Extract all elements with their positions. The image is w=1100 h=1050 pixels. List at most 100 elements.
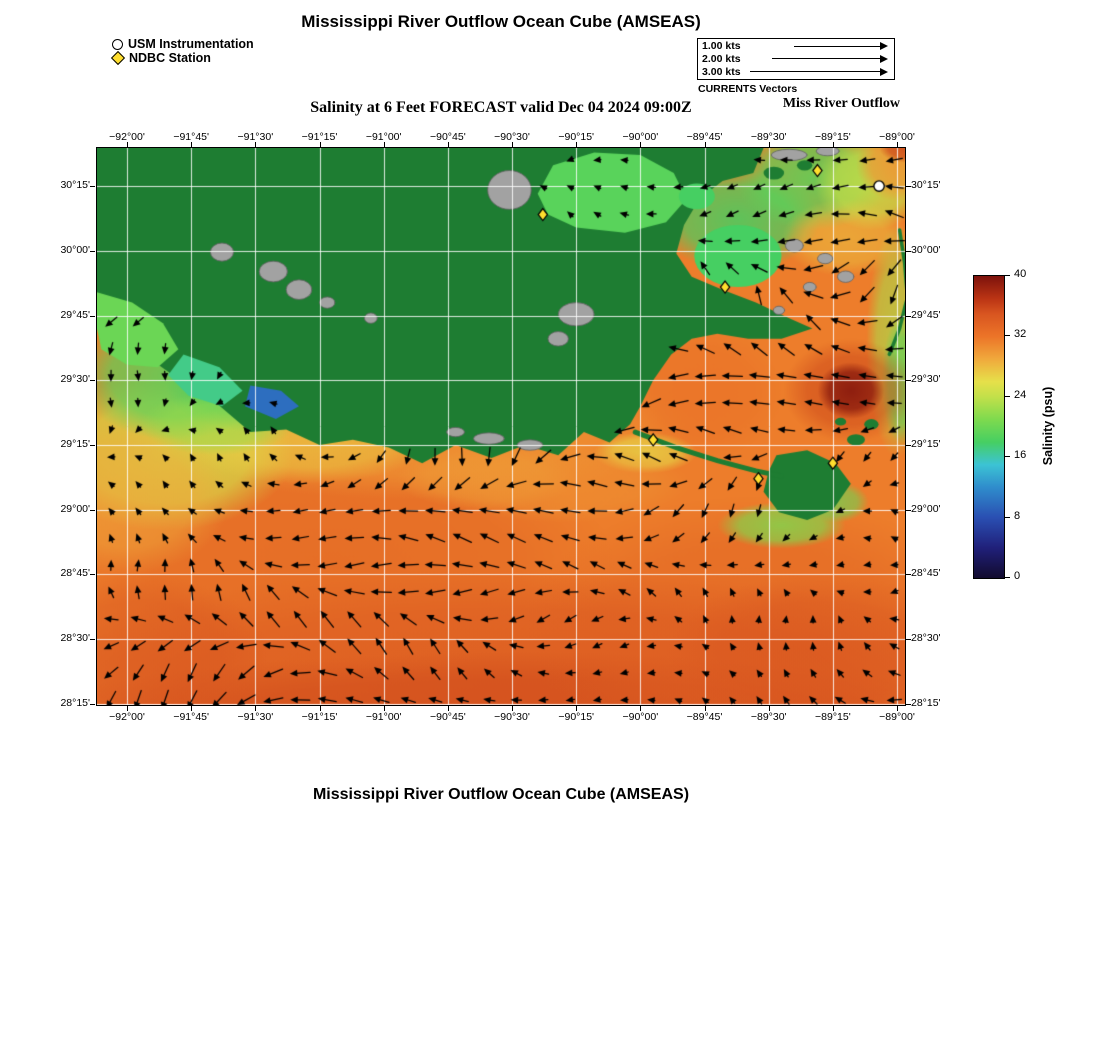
- lon-tick-label: −89°15': [815, 131, 851, 143]
- lon-tick-label: −90°15': [558, 131, 595, 143]
- vector-legend-row: 3.00 kts: [702, 66, 890, 78]
- lon-tick-label: −89°30': [750, 711, 787, 723]
- axis-tick: [640, 706, 642, 711]
- lon-tick-label: −89°45': [686, 711, 723, 723]
- axis-tick: [576, 706, 578, 711]
- lon-tick-label: −91°30': [237, 711, 274, 723]
- lon-tick-label: −89°30': [750, 131, 787, 143]
- lat-tick-label: 30°00': [60, 243, 90, 256]
- axis-tick: [383, 706, 385, 711]
- region-label: Miss River Outflow: [782, 96, 900, 111]
- lat-tick-label: 28°45': [60, 567, 90, 580]
- lon-tick-label: −90°30': [494, 131, 530, 143]
- colorbar-tick: [1005, 577, 1010, 578]
- axis-tick: [512, 706, 514, 711]
- lon-tick-label: −89°00': [879, 131, 915, 143]
- axis-tick: [191, 706, 193, 711]
- vector-legend-row: 2.00 kts: [702, 53, 890, 65]
- colorbar-tick-label: 8: [1014, 509, 1021, 522]
- lon-tick-label: −91°30': [237, 131, 274, 143]
- axis-tick: [897, 706, 899, 711]
- lon-tick-label: −89°15': [815, 711, 851, 723]
- axis-tick: [897, 142, 899, 147]
- axis-tick: [906, 509, 911, 511]
- axis-tick: [768, 706, 770, 711]
- colorbar-tick-label: 16: [1014, 449, 1027, 462]
- colorbar-tick: [1005, 456, 1010, 458]
- lat-tick-label: 29°15': [911, 438, 941, 450]
- figure-title-bottom: Mississippi River Outflow Ocean Cube (AM…: [312, 786, 690, 803]
- colorbar-tick: [1005, 275, 1010, 276]
- axis-tick: [832, 142, 834, 147]
- lon-tick-label: −89°45': [686, 131, 723, 143]
- lon-tick-label: −91°45': [173, 711, 210, 723]
- colorbar-tick-label: 0: [1014, 570, 1021, 582]
- axis-tick: [90, 445, 95, 446]
- ndbc-legend-row: NDBC Station: [110, 50, 254, 66]
- ndbc-legend-label: NDBC Station: [129, 51, 211, 65]
- lat-tick-label: 29°45': [911, 308, 941, 321]
- lon-tick-label: −90°30': [494, 711, 530, 723]
- axis-tick: [906, 250, 911, 252]
- axis-tick: [90, 380, 95, 382]
- lon-tick-label: −92°00': [109, 131, 145, 143]
- axis-tick: [90, 250, 95, 252]
- axis-tick: [255, 706, 257, 711]
- axis-tick: [832, 706, 834, 711]
- colorbar-label: Salinity (psu): [1041, 386, 1055, 466]
- lat-tick-label: 28°30': [911, 632, 941, 645]
- lat-tick-label: 28°45': [911, 567, 941, 580]
- colorbar-tick-label: 40: [1014, 268, 1027, 280]
- usm-legend-row: USM Instrumentation: [112, 37, 254, 51]
- vector-arrow-track: [756, 53, 890, 65]
- axis-tick: [319, 706, 321, 711]
- figure-title: Mississippi River Outflow Ocean Cube (AM…: [301, 12, 701, 31]
- salinity-map: [96, 147, 905, 705]
- vector-arrow-track: [756, 40, 890, 52]
- axis-tick: [90, 703, 95, 705]
- axis-tick: [255, 142, 257, 147]
- lat-tick-label: 28°15': [911, 696, 941, 709]
- axis-tick: [447, 142, 449, 147]
- usm-legend-label: USM Instrumentation: [128, 37, 254, 51]
- axis-tick: [906, 703, 911, 705]
- lon-tick-label: −90°00': [622, 131, 659, 143]
- axis-tick: [447, 706, 449, 711]
- axis-tick: [906, 380, 911, 382]
- currents-caption: CURRENTS Vectors: [698, 83, 798, 95]
- axis-tick: [90, 186, 95, 188]
- lon-tick-label: −91°00': [365, 131, 402, 143]
- lat-tick-label: 28°15': [60, 696, 90, 709]
- axis-tick: [576, 142, 578, 147]
- axis-tick: [127, 706, 129, 711]
- lon-tick-label: −89°00': [879, 711, 915, 723]
- lon-tick-label: −91°00': [365, 711, 402, 723]
- lat-tick-label: 30°15': [911, 179, 941, 192]
- map-frame: [95, 146, 906, 706]
- marker-legend: USM Instrumentation NDBC Station: [110, 37, 254, 66]
- axis-tick: [90, 509, 95, 511]
- axis-tick: [383, 142, 385, 147]
- axis-tick: [906, 574, 911, 576]
- axis-tick: [704, 706, 706, 711]
- usm-circle-icon: [112, 38, 123, 50]
- axis-tick: [90, 315, 95, 317]
- axis-tick: [90, 574, 95, 576]
- axis-tick: [906, 639, 911, 641]
- lat-tick-label: 29°30': [60, 373, 90, 386]
- axis-tick: [191, 142, 193, 147]
- axis-tick: [640, 142, 642, 147]
- lat-tick-label: 29°00': [60, 502, 90, 515]
- forecast-subtitle: Salinity at 6 Feet FORECAST valid Dec 04…: [310, 99, 692, 116]
- lat-tick-label: 29°45': [60, 308, 90, 321]
- lon-tick-label: −92°00': [109, 711, 145, 723]
- lat-tick-label: 29°15': [60, 438, 90, 450]
- lon-tick-label: −91°15': [301, 131, 338, 143]
- colorbar-tick: [1005, 335, 1010, 337]
- lat-tick-label: 30°15': [60, 179, 90, 192]
- vector-legend-row: 1.00 kts: [702, 40, 890, 52]
- vector-arrow-icon: [750, 67, 888, 76]
- colorbar: [973, 275, 1005, 579]
- axis-tick: [768, 142, 770, 147]
